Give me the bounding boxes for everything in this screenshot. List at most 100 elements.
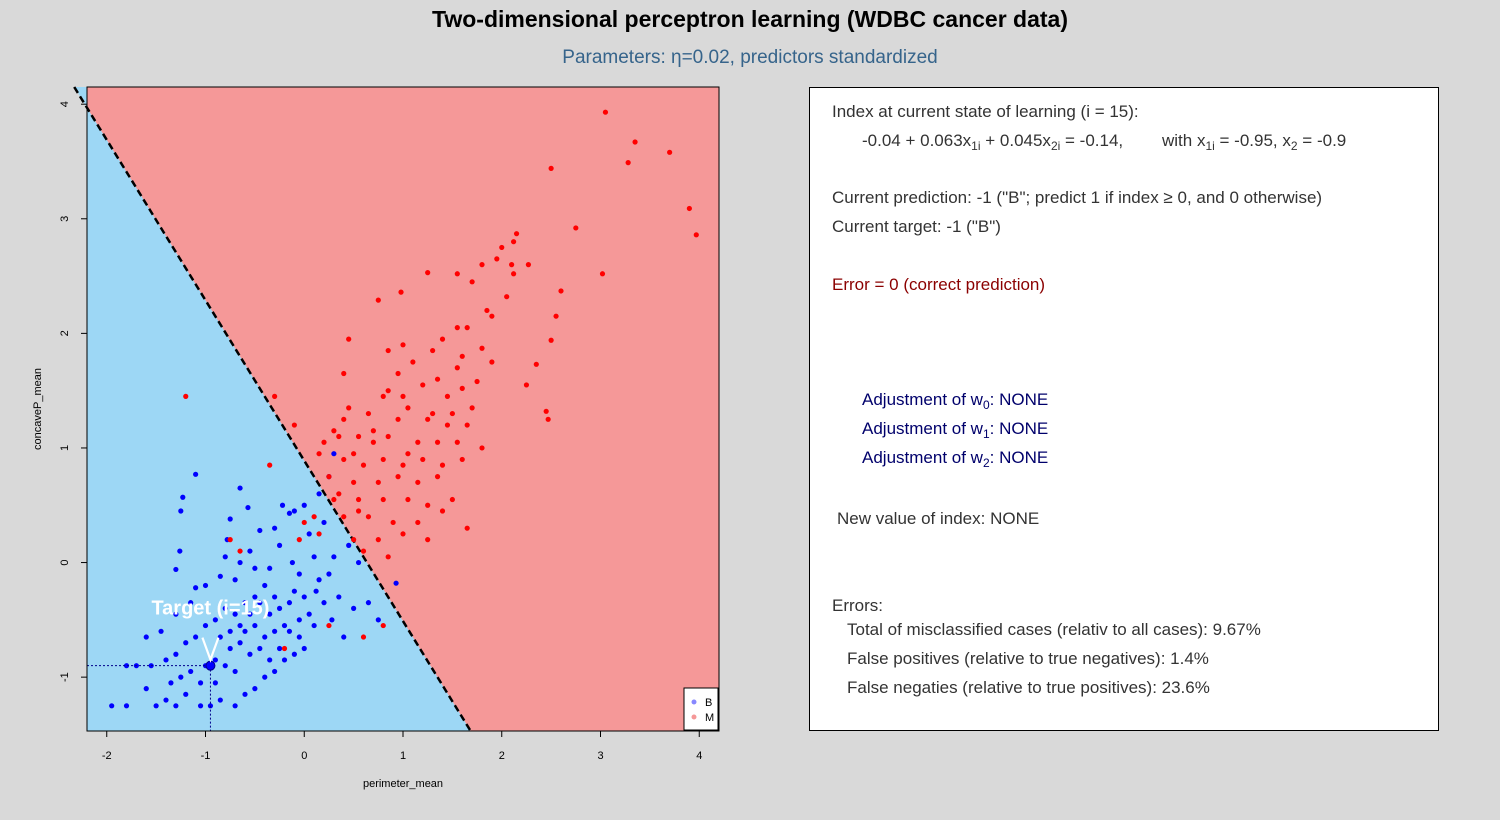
data-point-B xyxy=(355,559,362,566)
data-point-M xyxy=(504,294,510,300)
data-point-M xyxy=(341,456,347,463)
data-point-B xyxy=(291,651,297,657)
current-target: Current target: -1 ("B") xyxy=(832,217,1001,236)
data-point-M xyxy=(385,388,391,394)
data-point-M xyxy=(346,336,352,342)
data-point-B xyxy=(143,634,149,640)
data-point-B xyxy=(109,703,115,709)
data-point-B xyxy=(267,657,273,663)
data-point-B xyxy=(279,502,286,508)
data-point-M xyxy=(444,393,451,399)
data-point-M xyxy=(533,361,539,367)
legend-marker-B xyxy=(691,699,697,705)
data-point-B xyxy=(252,565,258,571)
data-point-M xyxy=(420,382,426,388)
data-point-M xyxy=(434,376,441,382)
total-misclassified: Total of misclassified cases (relativ to… xyxy=(847,620,1261,639)
data-point-M xyxy=(370,428,376,434)
data-point-B xyxy=(336,594,342,600)
data-point-M xyxy=(632,139,638,145)
data-point-B xyxy=(291,508,297,514)
data-point-B xyxy=(168,680,174,686)
data-point-M xyxy=(430,410,436,417)
data-point-M xyxy=(336,433,342,440)
data-point-B xyxy=(202,622,209,629)
data-point-B xyxy=(188,668,194,675)
data-point-B xyxy=(193,634,199,640)
data-point-B xyxy=(188,600,194,606)
data-point-M xyxy=(459,353,465,359)
data-point-B xyxy=(289,559,295,566)
data-point-M xyxy=(400,393,406,399)
y-tick-label: 3 xyxy=(59,216,71,222)
axes-layer: -2 -1 0 1 2 3 4 -1 0 1 2 3 4 xyxy=(59,101,702,762)
data-point-M xyxy=(558,288,564,294)
data-point-M xyxy=(405,496,411,503)
data-point-B xyxy=(321,600,327,606)
data-point-M xyxy=(449,496,455,503)
data-point-B xyxy=(232,577,238,583)
data-point-B xyxy=(177,548,183,554)
data-point-M xyxy=(523,382,530,388)
adjustment-w0: Adjustment of w0: NONE xyxy=(862,390,1049,412)
x-tick-label: 2 xyxy=(499,750,505,762)
data-point-B xyxy=(247,611,253,617)
data-point-M xyxy=(267,462,273,468)
data-point-B xyxy=(212,657,218,663)
target-label: Target (i=15) xyxy=(151,598,269,620)
data-point-B xyxy=(212,617,218,623)
y-axis-label: concaveP_mean xyxy=(32,368,44,450)
decision-regions xyxy=(74,87,719,731)
data-point-M xyxy=(301,519,307,526)
data-point-M xyxy=(513,231,520,237)
data-point-B xyxy=(267,565,273,571)
data-point-M xyxy=(360,634,367,640)
data-point-M xyxy=(415,479,421,485)
data-point-M xyxy=(425,537,431,543)
data-point-M xyxy=(548,337,554,343)
data-point-B xyxy=(237,559,243,566)
data-point-M xyxy=(395,416,401,422)
data-point-B xyxy=(316,577,322,583)
y-tick-label: -1 xyxy=(59,672,71,682)
data-point-B xyxy=(326,571,332,577)
data-point-B xyxy=(257,600,263,606)
data-point-B xyxy=(252,686,258,692)
x-tick-label: 1 xyxy=(400,750,406,762)
data-point-B xyxy=(306,611,312,617)
data-point-M xyxy=(425,502,431,508)
data-point-M xyxy=(326,622,332,629)
x-tick-label: 3 xyxy=(597,750,603,762)
data-point-M xyxy=(484,307,490,314)
data-point-B xyxy=(341,634,347,640)
data-point-B xyxy=(276,645,283,652)
data-point-M xyxy=(510,239,517,245)
data-point-B xyxy=(227,645,233,652)
data-point-B xyxy=(257,527,263,534)
data-point-B xyxy=(217,697,223,703)
target-marker-layer: Target (i=15) xyxy=(87,598,269,731)
index-heading: Index at current state of learning (i = … xyxy=(832,102,1139,121)
data-point-B xyxy=(365,600,372,606)
data-point-M xyxy=(321,439,327,445)
data-point-M xyxy=(479,345,485,351)
data-point-M xyxy=(380,496,386,503)
false-negatives: False negaties (relative to true positiv… xyxy=(847,678,1210,697)
errors-heading: Errors: xyxy=(832,596,883,615)
data-point-B xyxy=(222,663,228,669)
data-point-M xyxy=(499,244,505,251)
y-tick-label: 1 xyxy=(59,445,71,451)
adjustment-w1: Adjustment of w1: NONE xyxy=(862,419,1049,441)
current-prediction: Current prediction: -1 ("B"; predict 1 i… xyxy=(832,188,1323,207)
data-point-M xyxy=(545,416,551,422)
data-point-M xyxy=(425,416,431,422)
data-point-M xyxy=(602,109,609,115)
data-point-M xyxy=(375,537,381,543)
data-point-B xyxy=(291,588,297,594)
data-point-B xyxy=(296,571,302,577)
decision-boundary-layer xyxy=(73,86,472,732)
data-point-B xyxy=(183,640,189,646)
data-point-B xyxy=(180,494,186,500)
data-point-M xyxy=(400,531,406,537)
data-point-M xyxy=(351,451,357,457)
